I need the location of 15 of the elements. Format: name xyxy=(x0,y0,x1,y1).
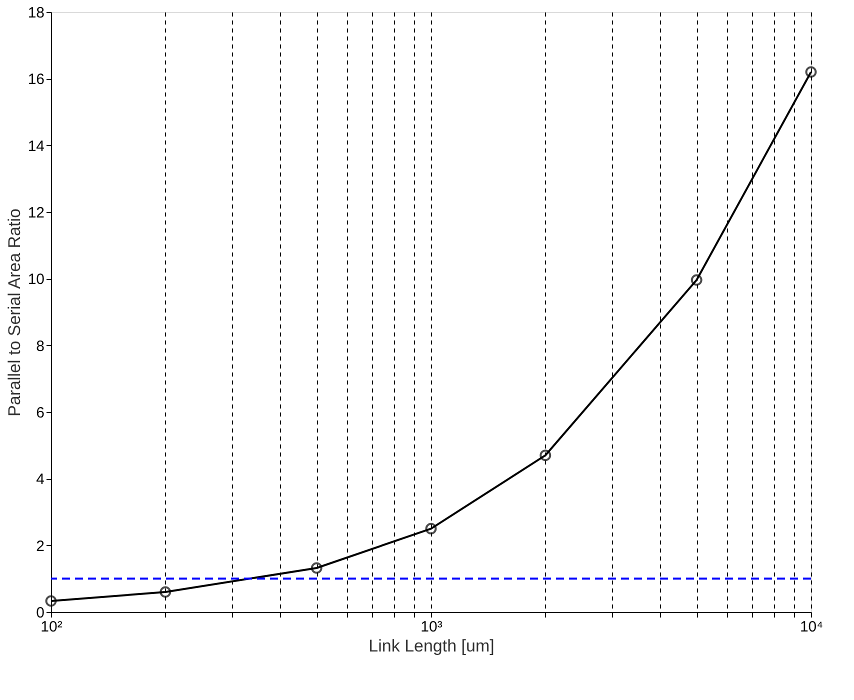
x-axis-title: Link Length [um] xyxy=(368,636,494,656)
y-tick-label: 6 xyxy=(36,404,44,422)
y-tick-label: 4 xyxy=(36,471,44,488)
x-tick-label: 10² xyxy=(40,618,62,636)
y-tick-label: 12 xyxy=(28,204,44,222)
y-tick-label: 8 xyxy=(36,338,44,355)
y-axis-title: Parallel to Serial Area Ratio xyxy=(4,208,24,416)
y-tick-label: 2 xyxy=(36,538,44,555)
y-tick-label: 14 xyxy=(28,138,44,155)
y-tick-label: 10 xyxy=(28,271,44,288)
y-tick-label: 18 xyxy=(28,4,44,22)
y-tick-label: 0 xyxy=(36,604,44,622)
x-tick-label: 10³ xyxy=(420,618,442,636)
y-tick-label: 16 xyxy=(28,71,44,88)
x-tick-label: 10⁴ xyxy=(800,618,824,636)
